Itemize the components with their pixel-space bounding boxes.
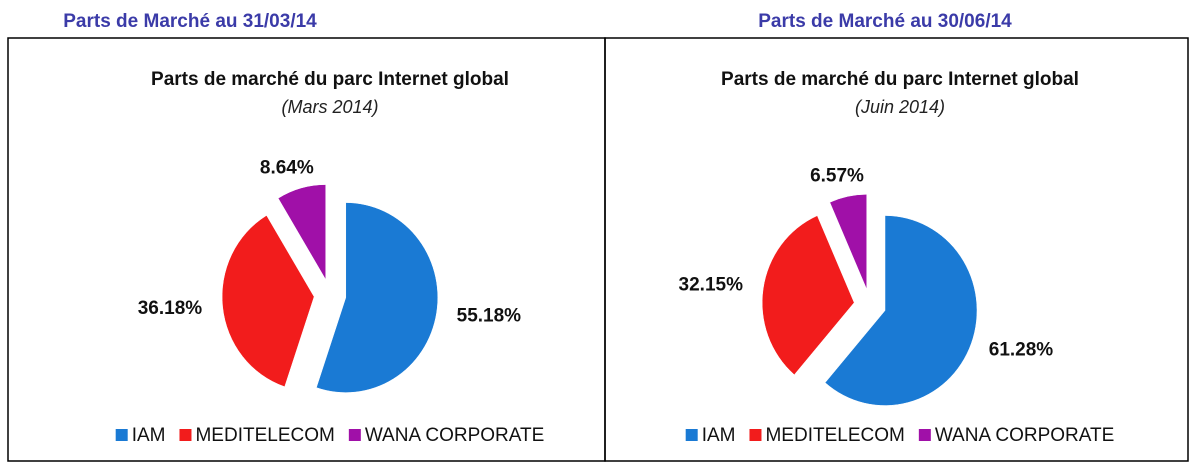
panel-heading: Parts de Marché au 31/03/14 (63, 11, 317, 32)
legend-swatch (348, 429, 361, 441)
chart-title: Parts de marché du parc Internet global (721, 69, 1079, 90)
panel-heading: Parts de Marché au 30/06/14 (758, 11, 1012, 32)
pie-slice (829, 194, 867, 290)
data-label: 61.28% (989, 340, 1054, 361)
pie-slice (824, 215, 978, 406)
pie-slice (277, 184, 326, 281)
pie-slice (221, 215, 315, 388)
legend-swatch (918, 429, 931, 441)
chart-subtitle: (Juin 2014) (855, 97, 945, 117)
legend-label: WANA CORPORATE (935, 425, 1114, 446)
data-label: 55.18% (457, 305, 522, 326)
data-label: 6.57% (810, 166, 864, 187)
legend-label: IAM (132, 425, 166, 446)
data-label: 36.18% (138, 298, 203, 319)
legend-swatch (685, 429, 698, 441)
panel-frame (604, 37, 1189, 462)
legend-swatch (179, 429, 192, 441)
pie-slice (316, 202, 438, 393)
data-label: 32.15% (679, 275, 744, 296)
legend-swatch (115, 429, 128, 441)
pie-slice (761, 215, 855, 376)
chart-title: Parts de marché du parc Internet global (151, 69, 509, 90)
legend-swatch (749, 429, 762, 441)
legend-label: WANA CORPORATE (365, 425, 544, 446)
chart-subtitle: (Mars 2014) (281, 97, 378, 117)
legend-label: IAM (702, 425, 736, 446)
data-label: 8.64% (260, 158, 314, 179)
legend-label: MEDITELECOM (195, 425, 334, 446)
legend-label: MEDITELECOM (765, 425, 904, 446)
